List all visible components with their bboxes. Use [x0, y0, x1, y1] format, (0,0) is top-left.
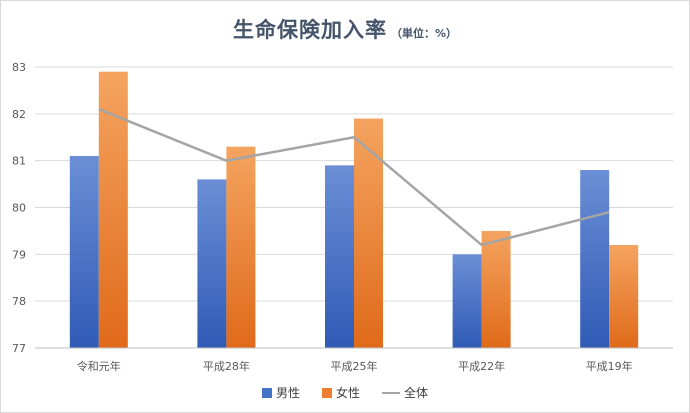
- legend-swatch-male: [261, 387, 272, 398]
- y-tick-label: 80: [12, 202, 26, 215]
- x-tick-label: 令和元年: [77, 359, 121, 373]
- legend-label-total: 全体: [404, 386, 429, 400]
- x-tick-label: 平成22年: [458, 359, 505, 373]
- bar-male: [325, 165, 354, 348]
- legend-label-male: 男性: [275, 386, 300, 400]
- y-axis-ticks: 77 78 79 80 81 82 83: [12, 61, 26, 355]
- legend-item-female: 女性: [321, 384, 360, 401]
- legend-swatch-total: [382, 391, 400, 394]
- bar-male: [580, 170, 610, 348]
- line-total: [98, 107, 610, 247]
- chart-title-main: 生命保険加入率: [232, 18, 387, 42]
- legend-item-male: 男性: [261, 384, 300, 401]
- bar-female: [609, 244, 639, 348]
- y-tick-label: 82: [12, 108, 26, 121]
- y-tick-label: 83: [12, 61, 26, 74]
- legend: 男性 女性 全体: [0, 384, 690, 401]
- y-tick-label: 81: [12, 155, 26, 168]
- bars: [69, 71, 639, 349]
- y-tick-label: 79: [12, 248, 26, 261]
- legend-label-female: 女性: [335, 386, 360, 400]
- chart-title: 生命保険加入率 （単位：%）: [0, 14, 690, 44]
- line-series: [98, 107, 610, 247]
- bar-male: [69, 155, 99, 348]
- x-axis-ticks: 令和元年 平成28年 平成25年 平成22年 平成19年: [35, 347, 673, 373]
- bar-female: [354, 118, 383, 349]
- x-tick-label: 平成28年: [203, 359, 250, 373]
- bar-male: [452, 254, 482, 348]
- y-tick-label: 78: [12, 295, 26, 308]
- legend-item-total: 全体: [382, 384, 428, 401]
- bar-female: [226, 146, 256, 348]
- legend-swatch-female: [321, 387, 332, 398]
- x-tick-label: 平成25年: [331, 359, 378, 373]
- y-tick-label: 77: [12, 342, 26, 355]
- x-tick-label: 平成19年: [586, 359, 633, 373]
- bar-female: [481, 230, 511, 348]
- bar-female: [98, 71, 128, 348]
- bar-male: [197, 179, 227, 348]
- chart-title-unit: （単位：%）: [390, 27, 458, 40]
